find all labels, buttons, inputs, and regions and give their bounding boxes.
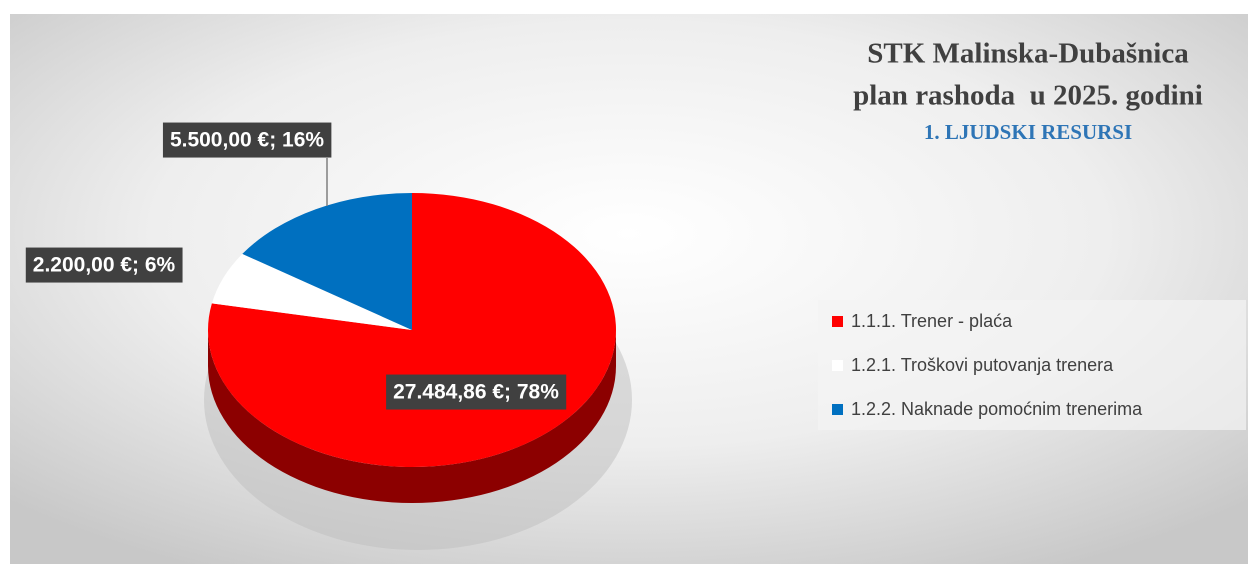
legend-label: 1.2.2. Naknade pomoćnim trenerima [851, 399, 1143, 419]
legend-label: 1.1.1. Trener - plaća [851, 311, 1013, 331]
chart-area [10, 14, 1248, 564]
data-label: 5.500,00 €; 16% [170, 129, 324, 152]
legend-box [818, 300, 1246, 430]
data-label: 27.484,86 €; 78% [393, 381, 559, 404]
slice [242, 193, 412, 330]
slice [211, 253, 412, 330]
data-label-box [25, 247, 183, 283]
legend-marker [832, 360, 843, 371]
chart-subtitle: plan rashoda u 2025. godini [853, 80, 1203, 112]
legend-label: 1.2.1. Troškovi putovanja trenera [851, 355, 1114, 375]
slice-side [208, 330, 616, 503]
data-label: 2.200,00 €; 6% [33, 254, 176, 277]
chart-title: STK Malinska-Dubašnica [867, 38, 1189, 70]
legend-marker [832, 316, 843, 327]
data-label-box [162, 122, 332, 158]
section-title: 1. LJUDSKI RESURSI [924, 120, 1132, 144]
legend-marker [832, 404, 843, 415]
data-label-box [386, 374, 567, 410]
